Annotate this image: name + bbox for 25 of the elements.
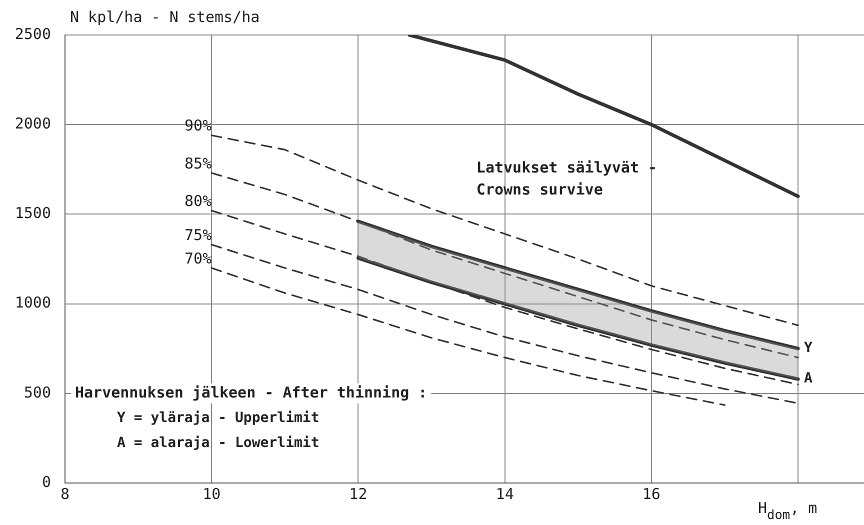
series-label: A: [804, 370, 814, 387]
annotation: Latvukset säilyvät - Crowns survive: [476, 158, 658, 199]
y-tick-label: 0: [42, 472, 51, 491]
line-series: [210, 210, 799, 386]
x-tick-label: 10: [202, 484, 221, 503]
y-tick-label: 1500: [14, 204, 51, 222]
y-tick-label: 500: [24, 383, 51, 402]
x-tick-label: 8: [60, 484, 70, 503]
annotation: A = alaraja - Lowerlimit: [117, 435, 320, 452]
series-label: 75%: [184, 226, 212, 244]
y-axis-title: N kpl/ha - N stems/ha: [70, 8, 260, 26]
y-tick-label: 2500: [14, 24, 51, 43]
annotation: Y = yläraja - Upperlimit: [117, 410, 320, 426]
series-label: Y: [804, 340, 814, 356]
series-label: 80%: [184, 192, 212, 210]
series-label: 90%: [184, 116, 212, 135]
series-label: 70%: [184, 249, 212, 268]
annotation: Harvennuksen jälkeen - After thinning :: [75, 383, 428, 402]
x-tick-label: 14: [496, 484, 514, 503]
line-series: [210, 134, 799, 326]
x-tick-label: 16: [642, 484, 660, 503]
x-tick-label: 12: [349, 484, 368, 503]
y-tick-label: 2000: [14, 114, 51, 132]
y-tick-label: 1000: [14, 294, 51, 312]
series-label: 85%: [184, 154, 212, 172]
